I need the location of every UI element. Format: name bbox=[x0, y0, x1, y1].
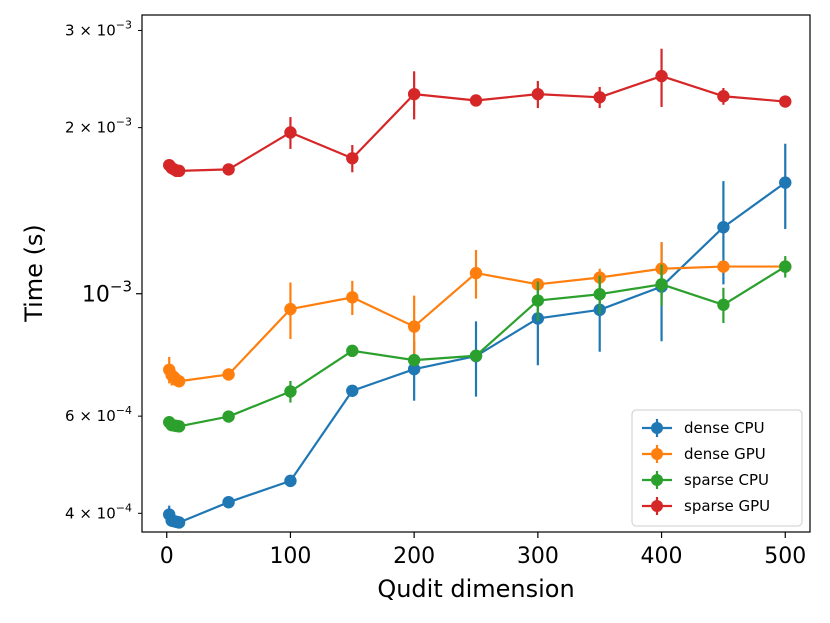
legend-label: sparse CPU bbox=[684, 471, 769, 489]
data-point bbox=[779, 260, 792, 273]
data-point bbox=[717, 298, 730, 311]
y-tick-label: 2 × 10−3 bbox=[65, 116, 132, 137]
data-point bbox=[172, 516, 186, 529]
data-point bbox=[469, 266, 483, 280]
plot-frame bbox=[141, 14, 811, 533]
data-point bbox=[655, 278, 668, 291]
data-point bbox=[172, 420, 186, 433]
series-sparse-gpu bbox=[163, 48, 792, 178]
legend-label: sparse GPU bbox=[684, 497, 770, 515]
legend-label: dense GPU bbox=[684, 445, 766, 463]
legend-marker bbox=[651, 474, 663, 486]
data-point bbox=[717, 90, 730, 103]
data-point bbox=[284, 126, 297, 139]
y-tick-label: 10−3 bbox=[82, 278, 132, 308]
data-point bbox=[172, 375, 186, 388]
x-tick-label: 500 bbox=[764, 544, 806, 569]
data-point bbox=[284, 302, 297, 316]
data-point bbox=[346, 291, 359, 304]
data-point bbox=[717, 221, 730, 234]
data-point bbox=[222, 163, 235, 176]
data-point bbox=[407, 362, 421, 376]
y-tick-label: 6 × 10−4 bbox=[65, 404, 132, 425]
data-point bbox=[655, 69, 668, 83]
legend-box bbox=[631, 409, 803, 527]
x-tick-label: 400 bbox=[641, 544, 683, 569]
legend-marker bbox=[651, 422, 663, 434]
legend-marker bbox=[651, 448, 663, 460]
data-point bbox=[593, 288, 606, 301]
x-axis-label: Qudit dimension bbox=[377, 575, 574, 603]
data-point bbox=[222, 368, 235, 381]
legend-item: sparse GPU bbox=[642, 497, 770, 515]
data-point bbox=[531, 294, 545, 307]
x-tick-label: 300 bbox=[517, 544, 559, 569]
data-point bbox=[222, 495, 235, 509]
series-layer bbox=[163, 48, 792, 529]
x-tick-label: 200 bbox=[393, 544, 435, 569]
data-point bbox=[172, 164, 186, 178]
x-axis: 0 100 200 300 400 500 bbox=[160, 532, 806, 569]
series-sparse-cpu bbox=[163, 256, 792, 433]
y-axis: 3 × 10−3 2 × 10−3 10−3 6 × 10−4 4 × 10−4 bbox=[65, 18, 142, 522]
legend-item: dense GPU bbox=[642, 445, 766, 463]
y-tick-label: 4 × 10−4 bbox=[65, 501, 132, 522]
legend-marker bbox=[651, 500, 663, 512]
data-point bbox=[469, 349, 483, 362]
legend: dense CPU dense GPU sparse CPU sparse GPU bbox=[631, 409, 803, 527]
data-point bbox=[531, 87, 545, 101]
data-point bbox=[407, 87, 421, 101]
x-tick-label: 100 bbox=[269, 544, 311, 569]
data-point bbox=[469, 94, 483, 107]
legend-label: dense CPU bbox=[684, 419, 765, 437]
data-point bbox=[346, 344, 359, 358]
data-point bbox=[222, 410, 235, 423]
data-point bbox=[284, 385, 297, 398]
x-tick-label: 0 bbox=[160, 544, 174, 569]
data-point bbox=[717, 260, 730, 273]
data-point bbox=[407, 320, 421, 333]
legend-item: dense CPU bbox=[642, 419, 765, 437]
y-tick-label: 3 × 10−3 bbox=[65, 18, 132, 39]
data-point bbox=[346, 152, 359, 165]
y-axis-label: Time (s) bbox=[20, 224, 48, 323]
data-point bbox=[593, 91, 606, 104]
legend-item: sparse CPU bbox=[642, 471, 769, 489]
data-point bbox=[407, 353, 421, 367]
data-point bbox=[779, 95, 792, 108]
data-point bbox=[779, 176, 792, 189]
data-point bbox=[284, 474, 297, 488]
data-point bbox=[346, 384, 359, 397]
